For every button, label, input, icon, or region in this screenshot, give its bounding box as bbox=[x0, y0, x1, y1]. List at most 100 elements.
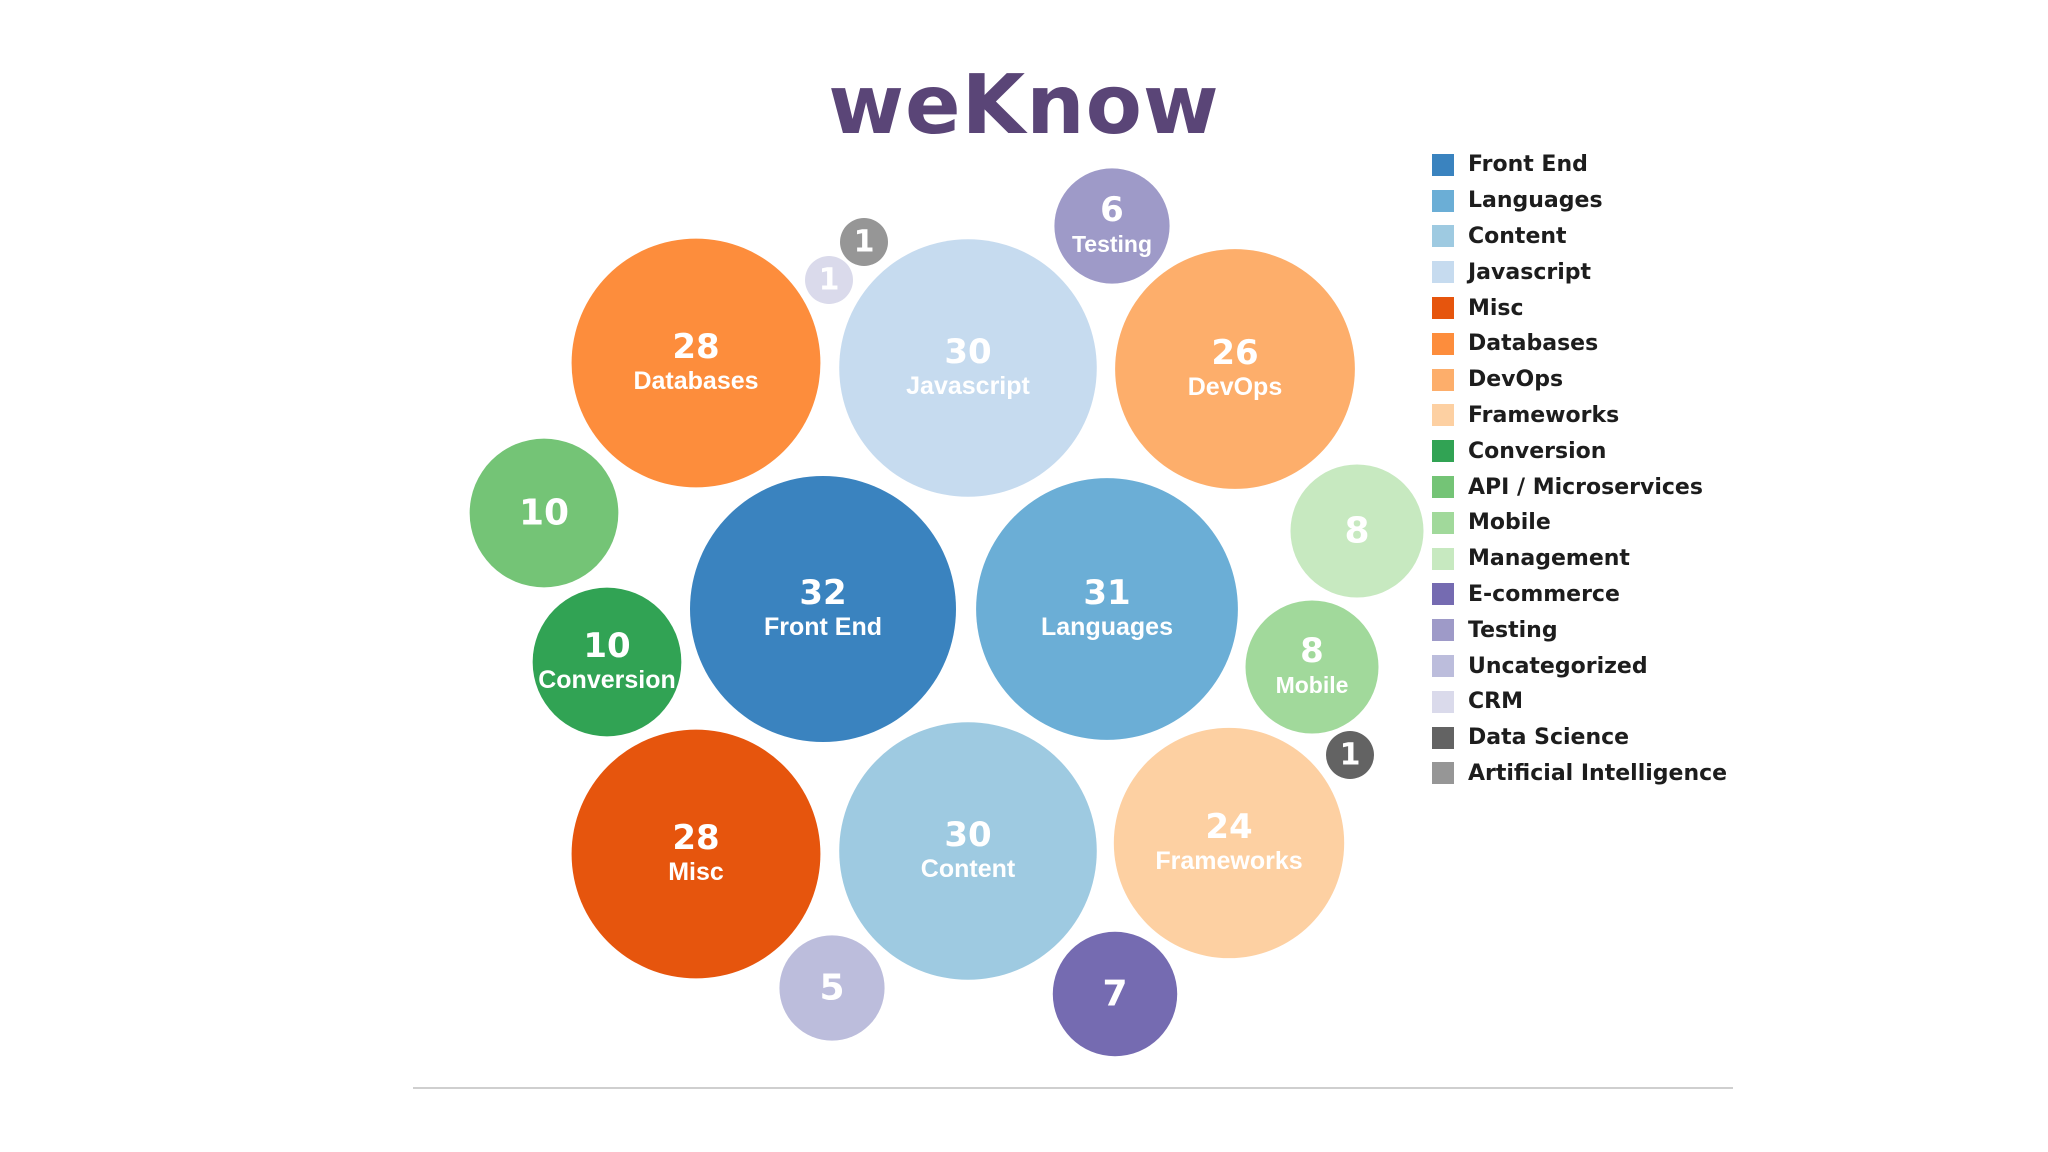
legend-item-crm: CRM bbox=[1432, 684, 1727, 720]
legend-label: DevOps bbox=[1468, 367, 1564, 393]
legend-swatch bbox=[1432, 619, 1454, 642]
bubble-label-databases: Databases bbox=[633, 367, 758, 395]
legend-swatch bbox=[1432, 547, 1454, 570]
legend-swatch bbox=[1432, 404, 1454, 427]
bubble-value-languages: 31 bbox=[1083, 573, 1130, 613]
bubble-value-e-commerce: 7 bbox=[1102, 974, 1127, 1015]
bubble-value-content: 30 bbox=[944, 815, 991, 855]
bubble-label-front-end: Front End bbox=[764, 613, 882, 641]
legend-label: Misc bbox=[1468, 295, 1524, 321]
legend-item-e-commerce: E-commerce bbox=[1432, 577, 1727, 613]
legend-item-javascript: Javascript bbox=[1432, 254, 1727, 290]
bubble-circle-data-science bbox=[1326, 731, 1374, 779]
bubble-circle-testing bbox=[1054, 168, 1170, 284]
legend-swatch bbox=[1432, 762, 1454, 785]
legend-label: Data Science bbox=[1468, 725, 1630, 751]
legend-swatch bbox=[1432, 261, 1454, 284]
bubble-circle-databases bbox=[571, 238, 821, 488]
legend-label: Content bbox=[1468, 223, 1567, 249]
bubble-value-api-microservices: 10 bbox=[519, 493, 569, 534]
legend-item-content: Content bbox=[1432, 219, 1727, 255]
legend-label: API / Microservices bbox=[1468, 474, 1703, 500]
legend-swatch bbox=[1432, 368, 1454, 391]
legend-label: Mobile bbox=[1468, 510, 1551, 536]
legend-swatch bbox=[1432, 332, 1454, 355]
bubble-circle-api-microservices bbox=[469, 438, 619, 588]
brand-logo-text: weKnow bbox=[828, 58, 1220, 153]
legend-item-front-end: Front End bbox=[1432, 147, 1727, 183]
bubble-value-javascript: 30 bbox=[944, 332, 991, 372]
legend-item-artificial-intelligence: Artificial Intelligence bbox=[1432, 756, 1727, 792]
bubble-circle-mobile bbox=[1245, 600, 1379, 734]
bubble-circle-crm bbox=[805, 256, 853, 304]
bubble-label-misc: Misc bbox=[668, 858, 724, 886]
bubble-circle-conversion bbox=[532, 587, 682, 737]
bubble-value-data-science: 1 bbox=[1340, 738, 1361, 773]
bubble-value-front-end: 32 bbox=[799, 573, 846, 613]
legend-item-devops: DevOps bbox=[1432, 362, 1727, 398]
legend-label: Management bbox=[1468, 546, 1630, 572]
legend-swatch bbox=[1432, 511, 1454, 534]
legend-item-languages: Languages bbox=[1432, 183, 1727, 219]
bubble-e-commerce: 7 bbox=[1052, 931, 1178, 1057]
legend-label: Javascript bbox=[1468, 259, 1592, 285]
bubble-value-frameworks: 24 bbox=[1205, 807, 1252, 847]
divider bbox=[413, 1087, 1733, 1089]
legend-item-testing: Testing bbox=[1432, 612, 1727, 648]
legend-swatch bbox=[1432, 225, 1454, 248]
bubble-api-microservices: 10 bbox=[469, 438, 619, 588]
bubble-circle-content bbox=[839, 722, 1097, 980]
bubble-circle-javascript bbox=[839, 239, 1097, 497]
legend-label: Testing bbox=[1468, 617, 1558, 643]
legend-label: Front End bbox=[1468, 152, 1588, 178]
bubble-label-frameworks: Frameworks bbox=[1155, 847, 1302, 875]
bubble-label-devops: DevOps bbox=[1188, 373, 1282, 401]
chart-legend: Front End Languages Content Javascript Misc D… bbox=[1432, 147, 1727, 791]
bubble-data-science: 1 bbox=[1326, 731, 1374, 779]
bubble-value-conversion: 10 bbox=[583, 626, 630, 666]
bubble-value-crm: 1 bbox=[819, 263, 840, 298]
legend-item-uncategorized: Uncategorized bbox=[1432, 648, 1727, 684]
bubble-circle-front-end bbox=[690, 476, 956, 742]
legend-swatch bbox=[1432, 476, 1454, 499]
bubble-value-databases: 28 bbox=[672, 327, 719, 367]
bubble-value-artificial-intelligence: 1 bbox=[854, 225, 875, 260]
legend-label: Languages bbox=[1468, 188, 1603, 214]
bubble-value-mobile: 8 bbox=[1300, 631, 1324, 671]
legend-swatch bbox=[1432, 297, 1454, 320]
bubble-circle-management bbox=[1290, 464, 1424, 598]
bubble-label-conversion: Conversion bbox=[538, 666, 676, 694]
legend-item-conversion: Conversion bbox=[1432, 433, 1727, 469]
bubble-label-mobile: Mobile bbox=[1276, 672, 1349, 698]
legend-label: Databases bbox=[1468, 331, 1599, 357]
bubble-crm: 1 bbox=[805, 256, 853, 304]
bubble-circle-artificial-intelligence bbox=[840, 218, 888, 266]
legend-label: CRM bbox=[1468, 689, 1523, 715]
legend-item-frameworks: Frameworks bbox=[1432, 398, 1727, 434]
bubble-circle-devops bbox=[1115, 249, 1355, 489]
legend-item-misc: Misc bbox=[1432, 290, 1727, 326]
legend-swatch bbox=[1432, 726, 1454, 749]
legend-item-databases: Databases bbox=[1432, 326, 1727, 362]
legend-label: E-commerce bbox=[1468, 581, 1620, 607]
legend-swatch bbox=[1432, 583, 1454, 606]
bubble-circle-uncategorized bbox=[779, 935, 885, 1041]
legend-item-mobile: Mobile bbox=[1432, 505, 1727, 541]
bubble-value-management: 8 bbox=[1344, 511, 1369, 552]
bubble-label-languages: Languages bbox=[1041, 613, 1173, 641]
bubble-label-testing: Testing bbox=[1072, 231, 1152, 257]
legend-swatch bbox=[1432, 655, 1454, 678]
legend-label: Frameworks bbox=[1468, 402, 1620, 428]
legend-label: Artificial Intelligence bbox=[1468, 760, 1728, 786]
legend-label: Conversion bbox=[1468, 438, 1607, 464]
bubble-artificial-intelligence: 1 bbox=[840, 218, 888, 266]
